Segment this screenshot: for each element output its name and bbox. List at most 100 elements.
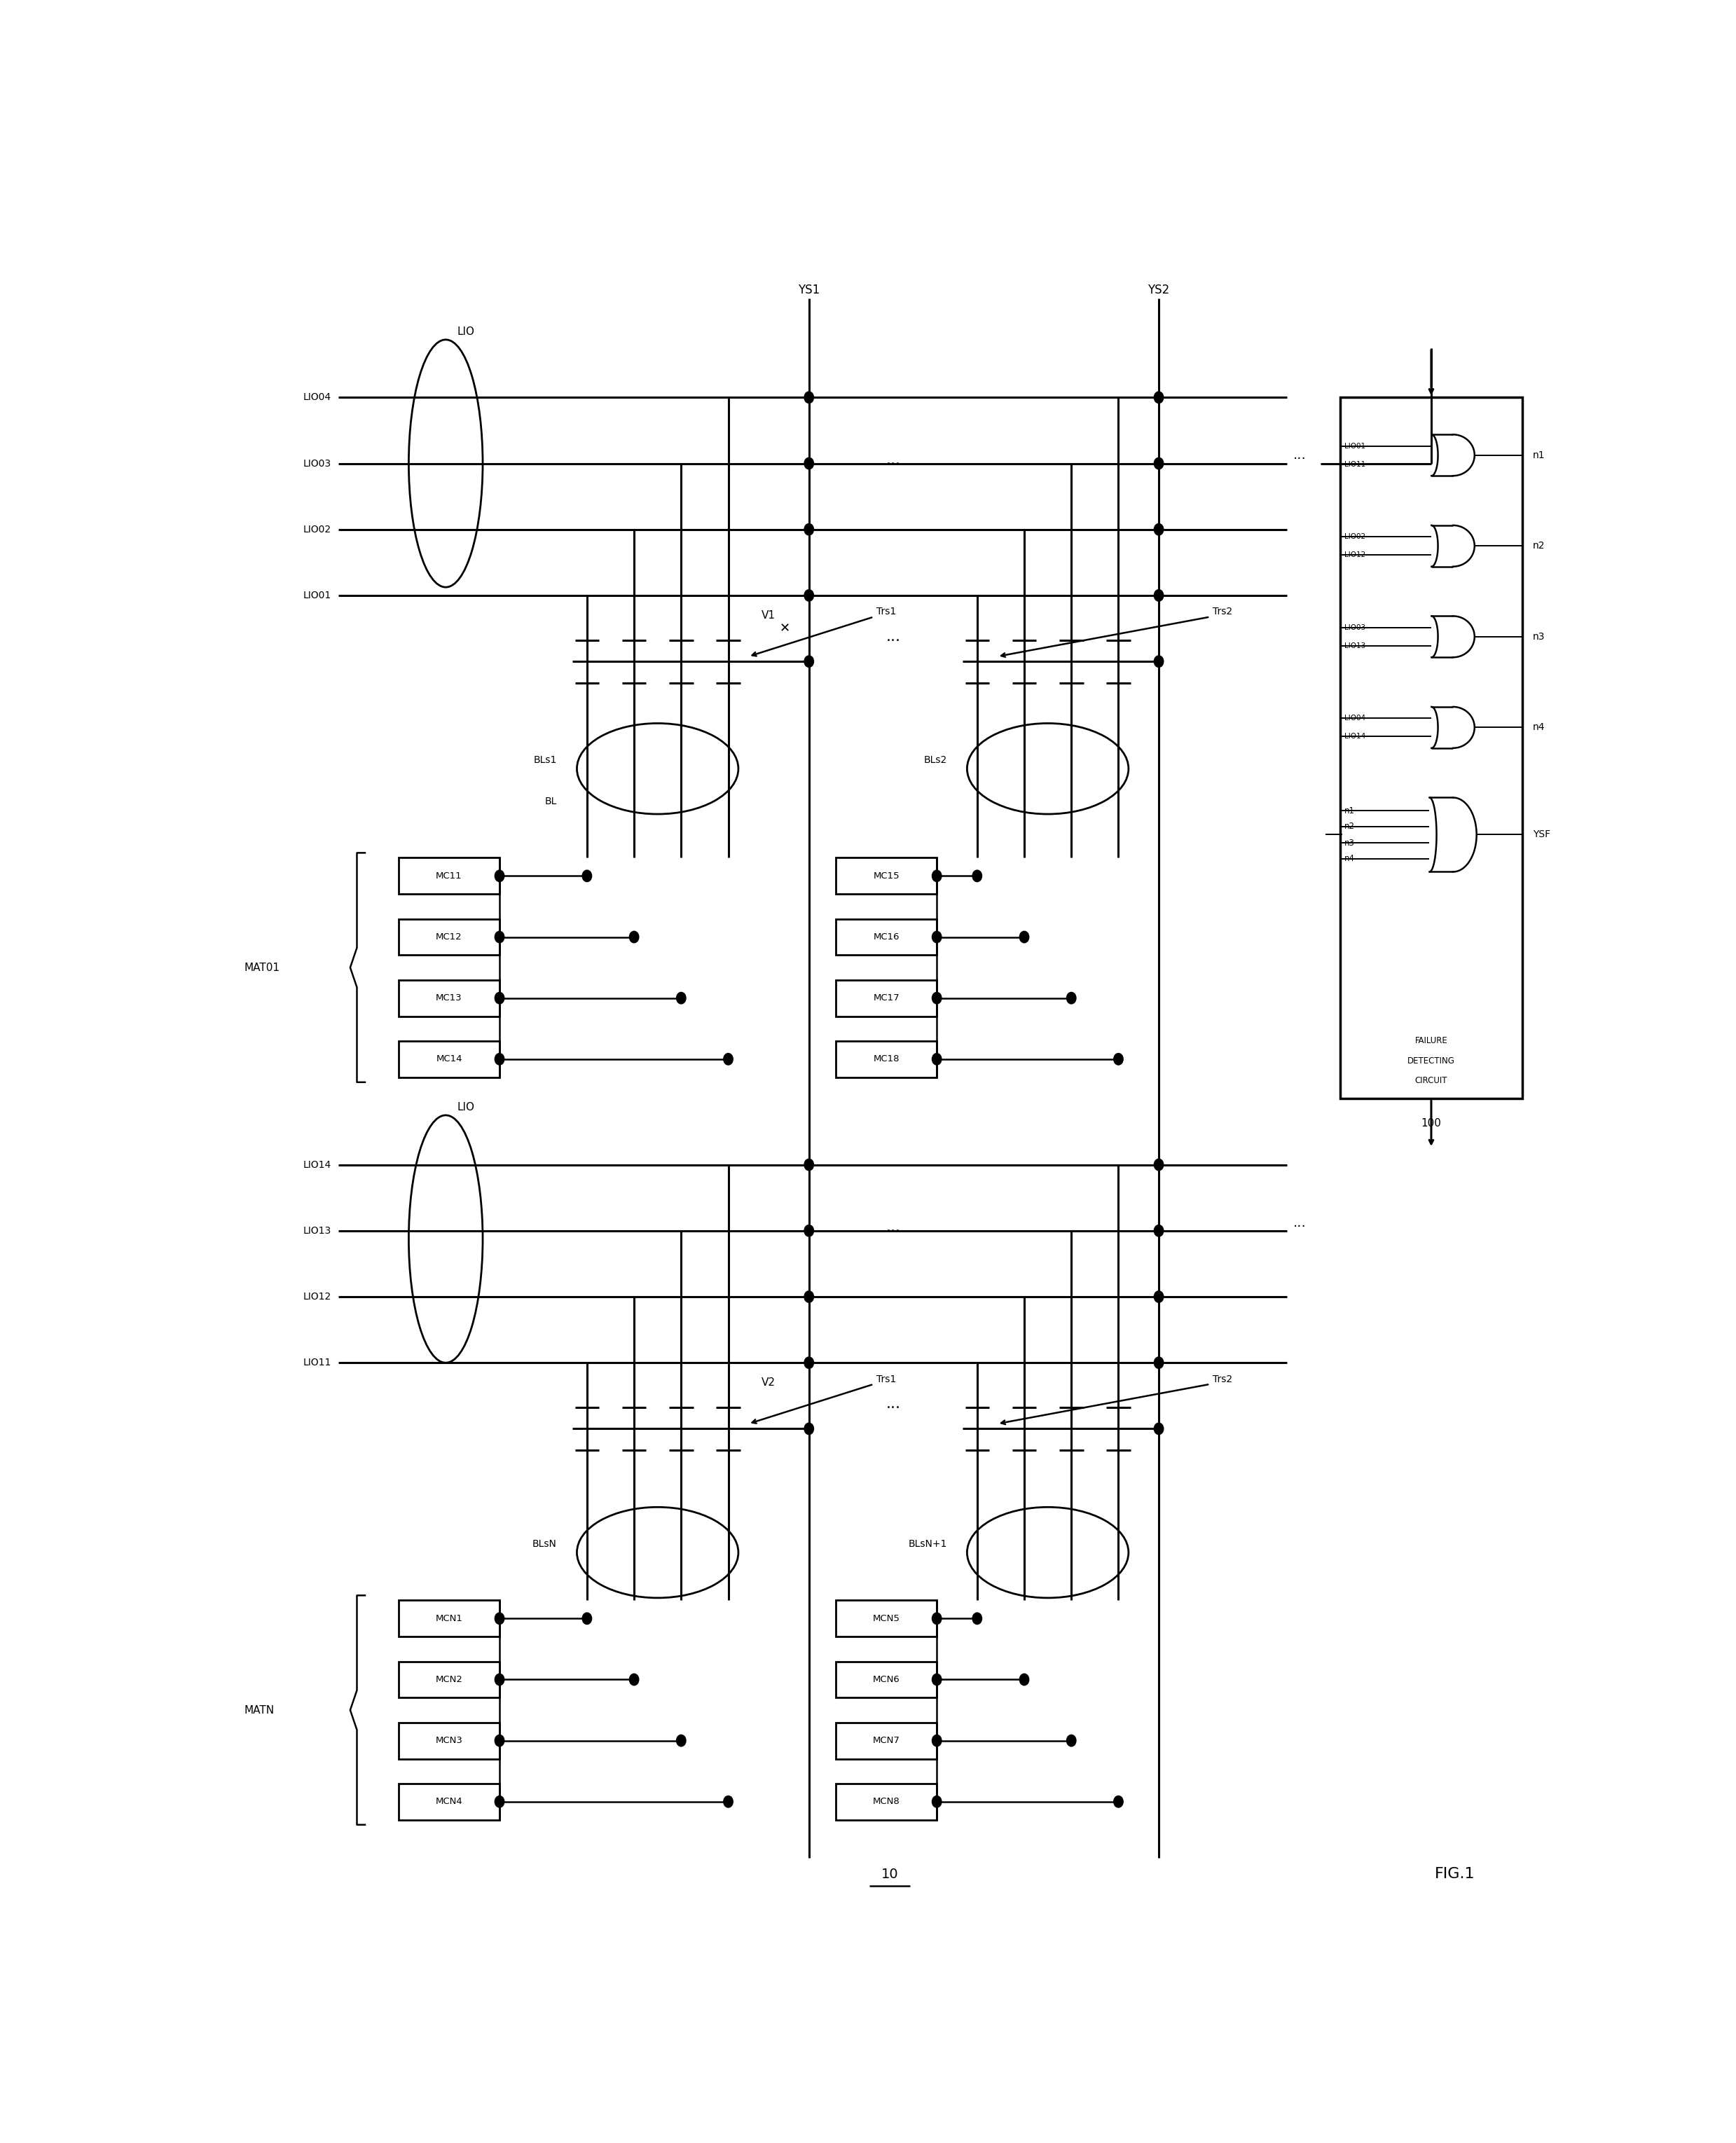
Circle shape <box>495 1674 503 1684</box>
Circle shape <box>804 656 814 666</box>
Text: MCN4: MCN4 <box>436 1798 464 1807</box>
Text: V1: V1 <box>762 611 776 621</box>
Text: ✕: ✕ <box>779 621 790 634</box>
Circle shape <box>1154 1159 1163 1170</box>
Circle shape <box>495 870 503 881</box>
Text: MCN5: MCN5 <box>873 1614 899 1622</box>
Text: ...: ... <box>885 630 901 643</box>
Circle shape <box>1154 523 1163 536</box>
Bar <box>837 1041 937 1078</box>
Bar <box>837 857 937 894</box>
Circle shape <box>495 1796 503 1807</box>
Circle shape <box>1019 1674 1029 1684</box>
Circle shape <box>1154 1290 1163 1303</box>
Text: MC18: MC18 <box>873 1054 899 1063</box>
Circle shape <box>677 1736 686 1747</box>
Bar <box>837 1601 937 1637</box>
Circle shape <box>1115 1054 1123 1065</box>
Text: MCN1: MCN1 <box>436 1614 464 1622</box>
Circle shape <box>724 1054 733 1065</box>
Circle shape <box>804 1159 814 1170</box>
Circle shape <box>804 1290 814 1303</box>
Text: FAILURE: FAILURE <box>1415 1037 1448 1046</box>
Circle shape <box>724 1796 733 1807</box>
Circle shape <box>804 392 814 403</box>
Text: LIO01: LIO01 <box>304 591 332 600</box>
Text: LIO14: LIO14 <box>304 1159 332 1170</box>
Circle shape <box>1066 992 1076 1003</box>
Text: MC16: MC16 <box>873 932 899 941</box>
Text: LIO04: LIO04 <box>304 392 332 403</box>
Circle shape <box>495 1614 503 1624</box>
Circle shape <box>630 1674 639 1684</box>
Text: LIO01: LIO01 <box>1344 444 1366 450</box>
Text: LIO: LIO <box>457 326 474 336</box>
Text: Trs1: Trs1 <box>877 606 896 617</box>
Circle shape <box>804 1357 814 1369</box>
Circle shape <box>1066 1736 1076 1747</box>
Bar <box>399 1601 500 1637</box>
Text: MCN6: MCN6 <box>873 1676 899 1684</box>
Text: n3: n3 <box>1344 838 1354 846</box>
Text: MC13: MC13 <box>436 994 462 1003</box>
Circle shape <box>932 992 941 1003</box>
Bar <box>837 1661 937 1697</box>
Text: BLsN+1: BLsN+1 <box>908 1539 946 1549</box>
Text: MAT01: MAT01 <box>243 962 279 973</box>
Circle shape <box>1154 656 1163 666</box>
Circle shape <box>1154 392 1163 403</box>
Text: LIO13: LIO13 <box>1344 643 1366 649</box>
Text: 100: 100 <box>1422 1119 1441 1129</box>
Circle shape <box>972 870 983 881</box>
Circle shape <box>932 932 941 943</box>
Text: n4: n4 <box>1344 855 1356 864</box>
Circle shape <box>932 1674 941 1684</box>
Text: MCN2: MCN2 <box>436 1676 464 1684</box>
Circle shape <box>804 1226 814 1237</box>
Circle shape <box>582 870 592 881</box>
Text: LIO12: LIO12 <box>304 1292 332 1301</box>
Text: LIO12: LIO12 <box>1344 551 1366 559</box>
Bar <box>837 1783 937 1819</box>
Text: LIO11: LIO11 <box>304 1359 332 1367</box>
Text: MATN: MATN <box>243 1706 274 1714</box>
Circle shape <box>804 459 814 469</box>
Bar <box>399 1723 500 1759</box>
Text: BLsN: BLsN <box>533 1539 557 1549</box>
Text: DETECTING: DETECTING <box>1408 1056 1455 1065</box>
Text: LIO13: LIO13 <box>304 1226 332 1237</box>
Circle shape <box>804 589 814 602</box>
Text: n2: n2 <box>1344 823 1356 831</box>
Circle shape <box>1154 1226 1163 1237</box>
Text: YSF: YSF <box>1533 829 1550 840</box>
Bar <box>837 1723 937 1759</box>
Text: FIG.1: FIG.1 <box>1434 1867 1476 1882</box>
Circle shape <box>932 1054 941 1065</box>
Text: MCN8: MCN8 <box>873 1798 899 1807</box>
Text: ...: ... <box>1293 1215 1307 1230</box>
Circle shape <box>932 1736 941 1747</box>
Circle shape <box>1154 1423 1163 1434</box>
Text: ...: ... <box>1293 448 1307 463</box>
Circle shape <box>1154 589 1163 602</box>
Text: BLs1: BLs1 <box>533 756 557 765</box>
Text: n4: n4 <box>1533 722 1545 733</box>
Text: n1: n1 <box>1533 450 1545 461</box>
Text: ...: ... <box>885 452 901 467</box>
Text: n2: n2 <box>1533 540 1545 551</box>
Circle shape <box>1019 932 1029 943</box>
Text: MCN3: MCN3 <box>436 1736 464 1744</box>
Circle shape <box>677 992 686 1003</box>
Text: MC12: MC12 <box>436 932 462 941</box>
Text: n3: n3 <box>1533 632 1545 641</box>
Circle shape <box>630 932 639 943</box>
Text: ...: ... <box>885 1219 901 1234</box>
Circle shape <box>1154 459 1163 469</box>
Text: V2: V2 <box>762 1378 776 1389</box>
Bar <box>399 919 500 956</box>
Text: MC11: MC11 <box>436 872 462 881</box>
Text: LIO11: LIO11 <box>1344 461 1366 467</box>
Text: 10: 10 <box>882 1867 898 1882</box>
Text: ...: ... <box>885 1397 901 1410</box>
Circle shape <box>932 1614 941 1624</box>
